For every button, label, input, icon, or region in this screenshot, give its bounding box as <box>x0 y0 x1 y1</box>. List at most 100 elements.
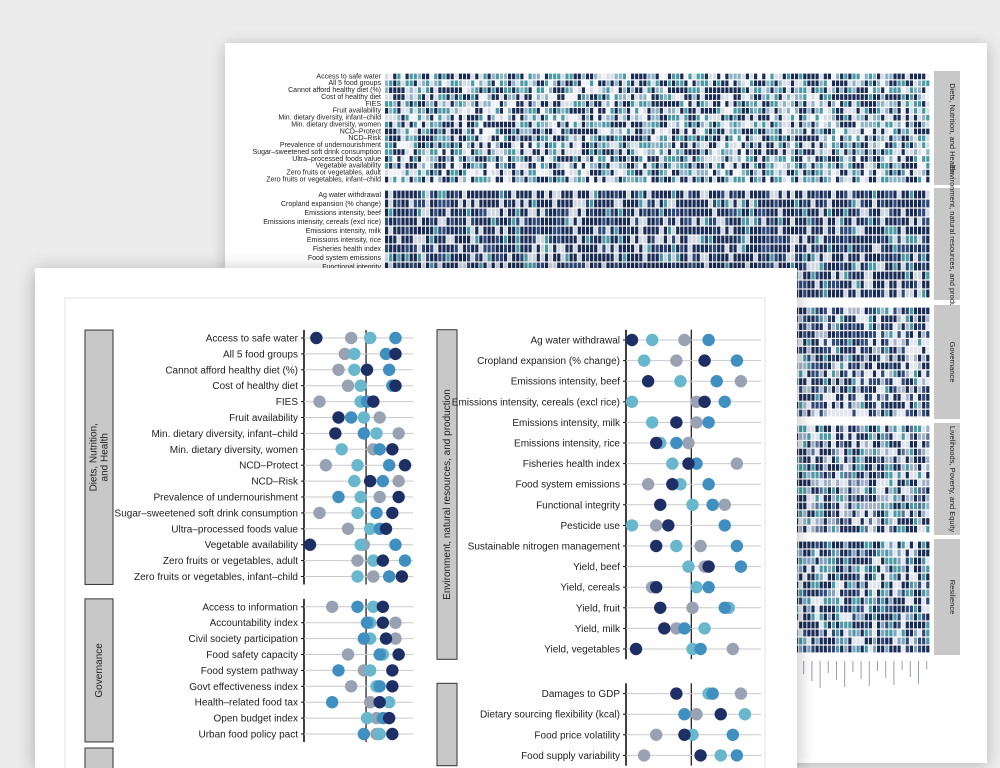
heatmap-cell <box>405 114 409 121</box>
heatmap-cell <box>836 101 840 107</box>
heatmap-cell <box>864 235 868 244</box>
heatmap-cell <box>725 156 729 162</box>
heatmap-cell <box>602 73 606 80</box>
heatmap-cell <box>774 107 778 114</box>
heatmap-cell <box>782 176 786 183</box>
heatmap-cell <box>557 156 561 162</box>
heatmap-cell <box>499 114 503 121</box>
heatmap-cell <box>590 235 594 244</box>
heatmap-cell <box>909 176 913 183</box>
heatmap-cell <box>647 142 651 149</box>
heatmap-cell <box>749 101 754 107</box>
heatmap-cell <box>667 253 672 262</box>
heatmap-cell <box>737 135 741 142</box>
heatmap-cell <box>503 262 508 271</box>
heatmap-cell <box>446 73 450 80</box>
heatmap-cell <box>913 354 918 362</box>
heatmap-cell <box>700 142 704 149</box>
back-row-label: Ultra–processed foods value <box>292 156 381 163</box>
heatmap-cell <box>454 262 458 271</box>
heatmap-cell <box>737 128 741 135</box>
heatmap-cell <box>495 94 499 100</box>
heatmap-cell <box>491 87 495 94</box>
heatmap-cell <box>823 262 827 271</box>
heatmap-cell <box>889 339 893 346</box>
heatmap-cell <box>618 199 622 208</box>
heatmap-cell <box>647 169 651 176</box>
heatmap-cell <box>811 114 815 121</box>
back-row-label: All 5 food groups <box>328 80 381 87</box>
heatmap-cell <box>737 107 741 114</box>
heatmap-cell <box>606 244 610 253</box>
heatmap-cell <box>499 253 503 262</box>
heatmap-cell <box>491 169 495 176</box>
heatmap-cell <box>913 162 918 169</box>
heatmap-cell <box>503 80 508 87</box>
heatmap-cell <box>393 217 397 226</box>
heatmap-cell <box>512 73 516 80</box>
heatmap-cell <box>475 87 479 94</box>
heatmap-cell <box>897 244 901 253</box>
heatmap-cell <box>868 307 872 315</box>
heatmap-cell <box>704 262 708 271</box>
heatmap-cell <box>508 226 512 235</box>
heatmap-cell <box>536 262 540 271</box>
heatmap-cell <box>594 226 598 235</box>
heatmap-cell <box>426 176 430 183</box>
heatmap-cell <box>725 73 729 80</box>
heatmap-cell <box>508 135 512 142</box>
heatmap-cell <box>512 162 516 169</box>
heatmap-cell <box>803 101 807 107</box>
heatmap-cell <box>549 199 553 208</box>
heatmap-cell <box>848 307 852 315</box>
heatmap-cell <box>413 253 417 262</box>
heatmap-cell <box>503 226 508 235</box>
heatmap-cell <box>913 331 918 338</box>
heatmap-cell <box>544 169 549 176</box>
heatmap-cell <box>868 114 872 121</box>
heatmap-cell <box>786 73 790 80</box>
heatmap-cell <box>770 121 774 128</box>
heatmap-cell <box>704 101 708 107</box>
heatmap-cell <box>840 289 844 298</box>
heatmap-cell <box>618 226 622 235</box>
heatmap-cell <box>790 199 795 208</box>
heatmap-cell <box>881 271 885 280</box>
heatmap-cell <box>909 235 913 244</box>
heatmap-cell <box>401 226 405 235</box>
heatmap-cell <box>897 208 901 217</box>
heatmap-cell <box>397 235 401 244</box>
heatmap-cell <box>721 226 725 235</box>
heatmap-cell <box>647 114 651 121</box>
heatmap-cell <box>540 73 544 80</box>
heatmap-cell <box>631 107 635 114</box>
heatmap-cell <box>827 169 831 176</box>
heatmap-cell <box>430 87 434 94</box>
heatmap-cell <box>651 226 655 235</box>
heatmap-cell <box>852 289 856 298</box>
heatmap-cell <box>561 101 565 107</box>
heatmap-cell <box>893 80 897 87</box>
back-row-label: Cost of healthy diet <box>321 94 381 101</box>
heatmap-cell <box>569 80 573 87</box>
heatmap-cell <box>413 244 417 253</box>
heatmap-cell <box>807 235 811 244</box>
heatmap-cell <box>524 135 528 142</box>
heatmap-cell <box>532 162 536 169</box>
heatmap-cell <box>495 199 499 208</box>
heatmap-cell <box>762 101 766 107</box>
heatmap-cell <box>696 142 700 149</box>
heatmap-cell <box>823 73 827 80</box>
heatmap-cell <box>733 190 737 199</box>
heatmap-cell <box>512 244 516 253</box>
heatmap-cell <box>881 217 885 226</box>
heatmap-cell <box>479 235 483 244</box>
heatmap-cell <box>672 121 676 128</box>
heatmap-cell <box>741 87 745 94</box>
heatmap-cell <box>721 107 725 114</box>
heatmap-cell <box>520 217 524 226</box>
heatmap-cell <box>897 331 901 338</box>
heatmap-cell <box>483 156 487 162</box>
heatmap-cell <box>672 107 676 114</box>
heatmap-cell <box>864 244 868 253</box>
